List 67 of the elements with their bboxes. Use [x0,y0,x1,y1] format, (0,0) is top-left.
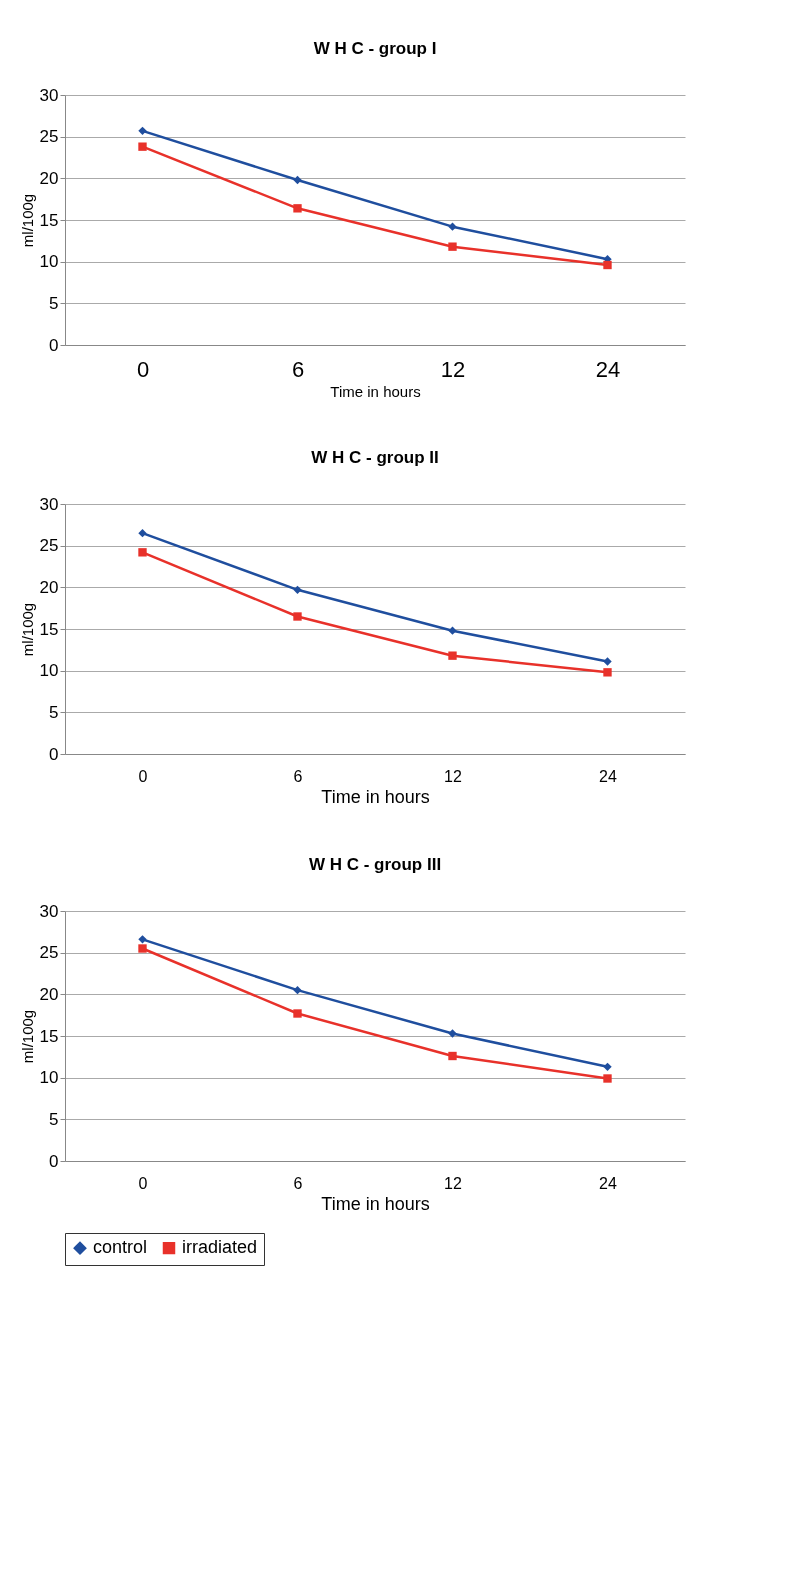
x-tick-label: 12 [444,767,462,785]
x-tick-label: 6 [293,767,303,785]
y-axis-title: ml/100g [18,193,36,248]
y-tick-label: 0 [49,1151,59,1171]
point [138,935,147,944]
y-tick-label: 0 [49,335,59,355]
y-axis-title: ml/100g [18,602,36,657]
x-tick-label: 6 [291,356,305,382]
legend-label: irradiated [182,1237,258,1258]
point [603,1062,612,1072]
x-tick-label: 0 [138,767,148,785]
y-tick-label: 25 [39,943,59,963]
point [448,1029,457,1038]
point [293,175,302,185]
chart-title: W H C - group II [311,448,439,467]
y-tick-label: 30 [39,494,59,514]
chart-title: W H C - group I [313,39,437,58]
point [138,142,147,151]
y-tick-label: 10 [39,252,59,272]
point [293,204,302,213]
point [448,242,457,251]
point [293,612,302,621]
x-axis-title: Time in hours [330,382,421,400]
x-tick-label: 24 [599,1174,617,1192]
y-tick-label: 15 [39,619,59,639]
point [138,548,147,557]
x-tick-label: 24 [599,767,617,785]
point [603,260,612,270]
y-tick-label: 5 [49,702,59,722]
point [138,528,147,538]
y-axis-title: ml/100g [18,1009,36,1064]
y-tick-label: 30 [39,901,59,921]
point [293,585,302,595]
y-tick-label: 20 [39,577,59,597]
y-tick-label: 5 [49,1109,59,1129]
y-tick-label: 5 [49,293,59,313]
point [138,126,147,136]
y-tick-label: 0 [49,744,59,764]
point [448,222,457,231]
y-tick-label: 20 [39,168,59,188]
x-axis-title: Time in hours [321,1193,430,1214]
y-tick-label: 20 [39,984,59,1004]
point [448,1051,457,1061]
legend-label: control [93,1237,148,1258]
y-tick-label: 15 [39,1026,59,1046]
y-tick-label: 25 [39,536,59,556]
x-tick-label: 24 [595,356,621,382]
point [603,1074,612,1083]
point [138,944,147,953]
x-tick-label: 0 [136,356,150,382]
x-axis-title: Time in hours [321,786,430,807]
y-tick-label: 25 [39,127,59,147]
point [448,651,457,660]
chart-title: W H C - group III [308,855,442,874]
x-tick-label: 12 [444,1174,462,1192]
point [293,985,302,995]
point [603,668,612,677]
point [603,657,612,666]
point [293,1009,302,1018]
y-tick-label: 10 [39,1068,59,1088]
y-tick-label: 10 [39,661,59,681]
x-tick-label: 0 [138,1174,148,1192]
y-tick-label: 15 [39,210,59,230]
y-tick-label: 30 [39,85,59,105]
x-tick-label: 6 [293,1174,303,1192]
point [448,626,457,635]
x-tick-label: 12 [440,356,466,382]
